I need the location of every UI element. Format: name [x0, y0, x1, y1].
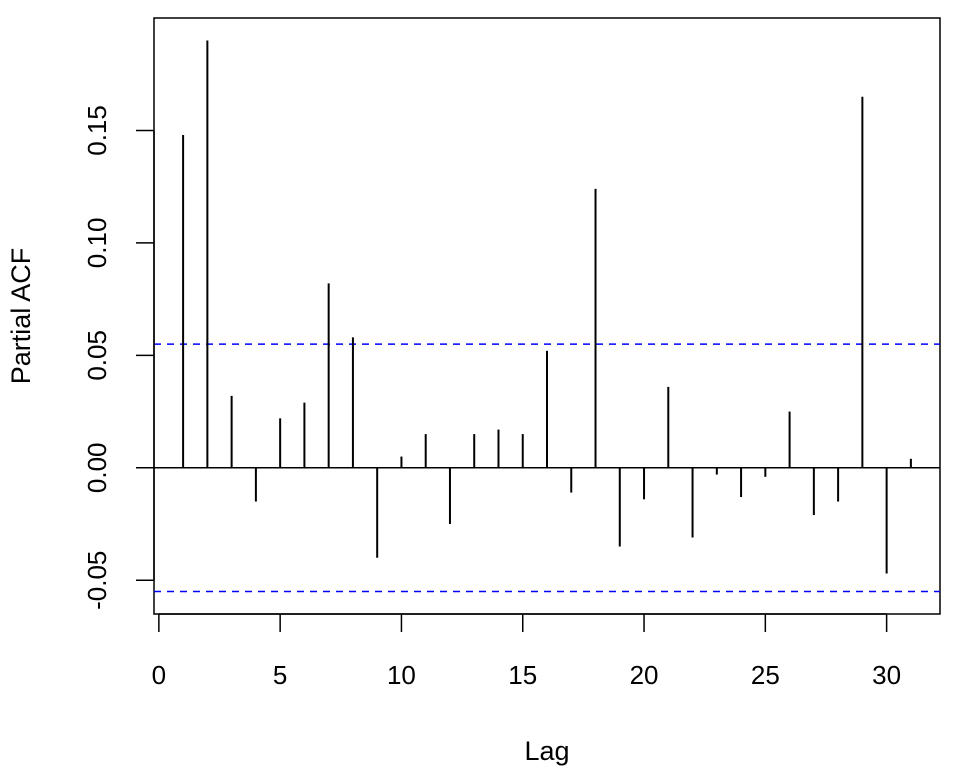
- y-axis: -0.05 0.00 0.05 0.10 0.15: [82, 105, 155, 610]
- confidence-bounds: [154, 343, 940, 593]
- x-tick-label-5: 5: [273, 660, 287, 690]
- y-axis-label: Partial ACF: [6, 248, 36, 385]
- x-tick-label-30: 30: [872, 660, 901, 690]
- x-axis-label: Lag: [524, 736, 569, 766]
- x-tick-label-20: 20: [630, 660, 659, 690]
- y-tick-label--0.05: -0.05: [82, 551, 112, 610]
- x-tick-label-10: 10: [387, 660, 416, 690]
- pacf-bars: [182, 40, 912, 574]
- y-tick-label-0.05: 0.05: [82, 330, 112, 381]
- y-tick-label-0.10: 0.10: [82, 218, 112, 269]
- x-tick-label-25: 25: [751, 660, 780, 690]
- x-tick-label-15: 15: [508, 660, 537, 690]
- x-axis: 0 5 10 15 20 25 30: [152, 613, 901, 690]
- y-tick-label-0.00: 0.00: [82, 443, 112, 494]
- x-tick-label-0: 0: [152, 660, 166, 690]
- plot-frame: [153, 17, 941, 615]
- y-tick-label-0.15: 0.15: [82, 105, 112, 156]
